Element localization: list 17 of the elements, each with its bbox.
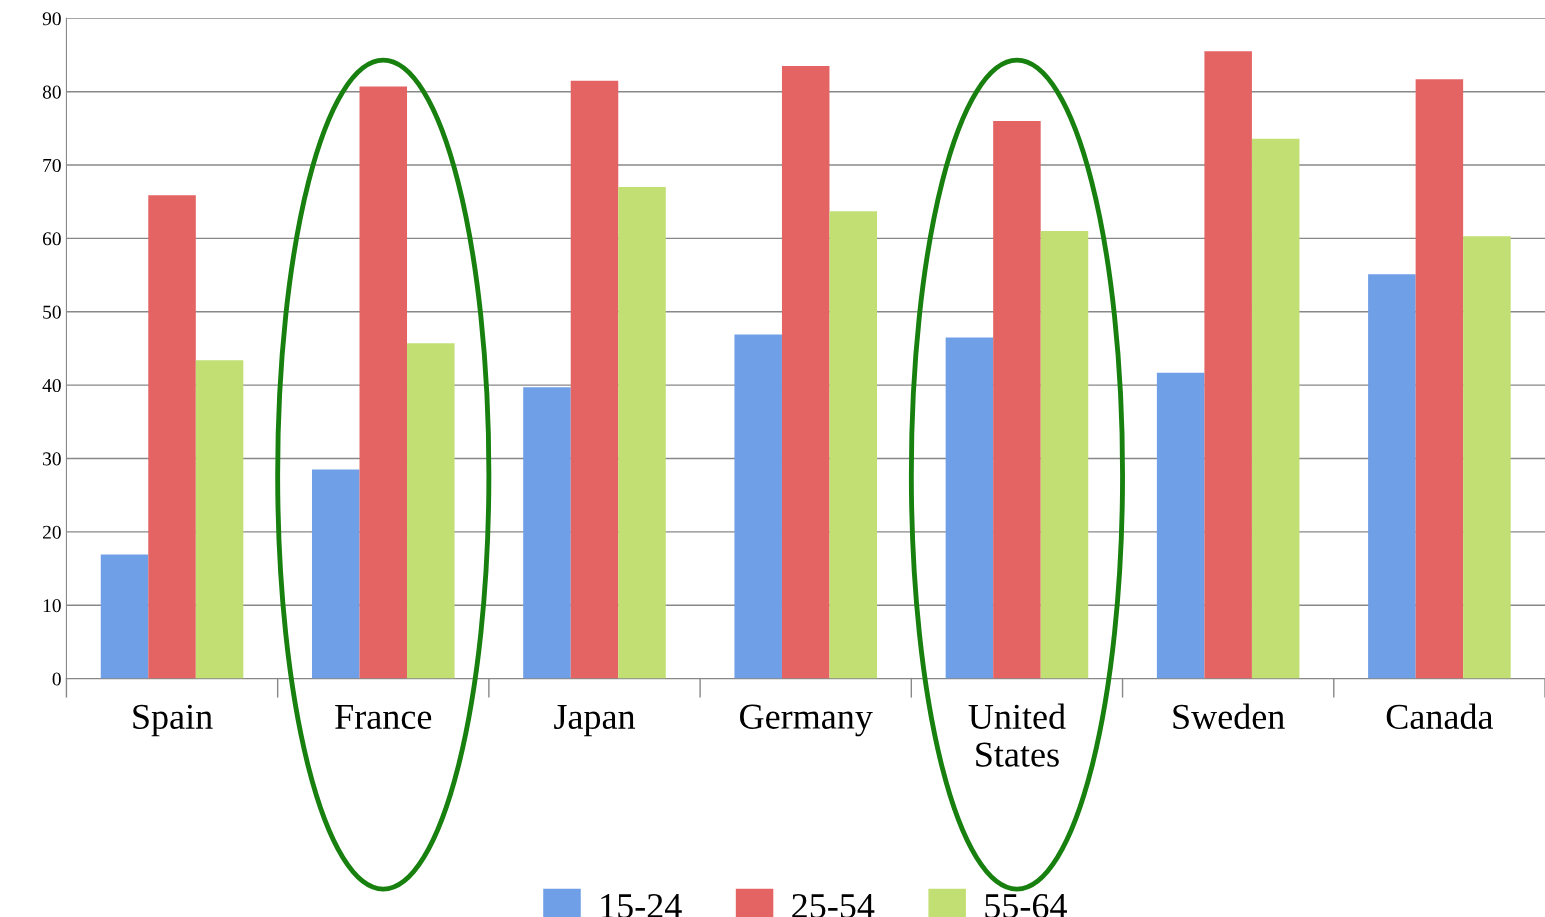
y-tick-label: 0: [52, 672, 61, 686]
y-tick-label: 60: [42, 232, 61, 246]
y-tick-label: 30: [43, 452, 61, 466]
y-tick-label: 70: [43, 158, 61, 172]
x-tick-label: France: [335, 704, 432, 729]
y-tick-label: 40: [42, 378, 61, 393]
y-tick-label: 80: [42, 85, 61, 99]
y-tick-label: 90: [42, 12, 61, 26]
x-tick-label: Spain: [133, 704, 213, 737]
x-tick-label: Canada: [1386, 703, 1494, 729]
x-tick-label: Germany: [740, 704, 873, 737]
y-tick-label: 10: [43, 599, 61, 613]
x-tick-label: Japan: [554, 704, 636, 737]
y-tick-label: 20: [42, 525, 61, 539]
x-tick-label: United States: [968, 703, 1066, 767]
x-tick-label: Sweden: [1173, 703, 1285, 729]
y-tick-label: 50: [43, 305, 61, 319]
